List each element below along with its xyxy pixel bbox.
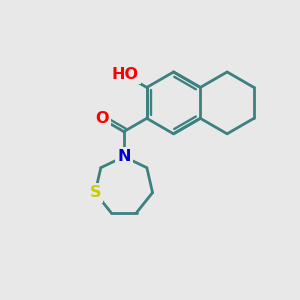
- Text: O: O: [95, 111, 109, 126]
- Text: HO: HO: [112, 67, 139, 82]
- Text: S: S: [89, 185, 101, 200]
- Text: HO: HO: [112, 67, 139, 82]
- Text: S: S: [89, 185, 101, 200]
- Text: N: N: [117, 149, 130, 164]
- Text: N: N: [117, 149, 130, 164]
- Text: O: O: [95, 111, 109, 126]
